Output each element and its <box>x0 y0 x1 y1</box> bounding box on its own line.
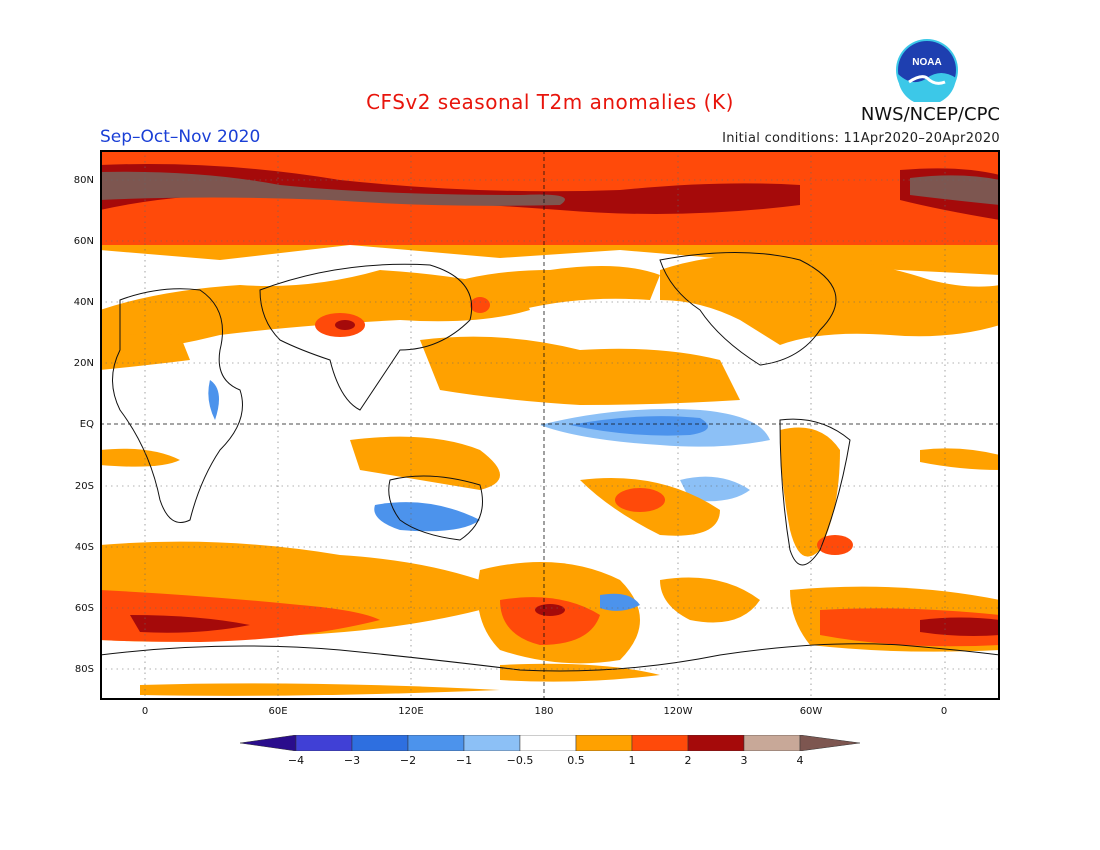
lon-label: 60E <box>268 706 288 717</box>
colorbar-label: −4 <box>287 754 305 767</box>
colorbar-swatch <box>240 735 297 751</box>
colorbar-label: −2 <box>399 754 417 767</box>
colorbar-swatch <box>295 735 353 751</box>
lon-label: 180 <box>534 706 554 717</box>
colorbar-swatch <box>743 735 801 751</box>
colorbar <box>240 735 860 751</box>
pacific-warm-region <box>100 333 740 405</box>
lon-label: 60W <box>799 706 823 717</box>
lon-label: 120W <box>663 706 693 717</box>
colorbar-label: 2 <box>684 754 692 767</box>
colorbar-label: 1 <box>628 754 636 767</box>
colorbar-swatch <box>407 735 465 751</box>
noaa-logo-text: NOAA <box>912 57 941 68</box>
arctic-anomaly-region <box>100 150 1000 275</box>
season-label: Sep–Oct–Nov 2020 <box>100 127 261 147</box>
lon-label: 120E <box>398 706 424 717</box>
lat-label: 60N <box>73 236 94 247</box>
lat-label: 80S <box>74 664 94 675</box>
colorbar-label: −1 <box>455 754 473 767</box>
lat-label: 40S <box>74 542 94 553</box>
agency-label: NWS/NCEP/CPC <box>860 104 1000 125</box>
coastlines <box>100 252 1000 672</box>
noaa-logo-icon: NOAA <box>896 39 958 102</box>
map-title: CFSv2 seasonal T2m anomalies (K) <box>366 90 734 114</box>
lat-label: 60S <box>74 603 94 614</box>
southern-ocean-anomaly-region <box>100 541 1000 696</box>
colorbar-swatch <box>631 735 689 751</box>
equatorial-pacific-cool-region <box>208 380 770 532</box>
colorbar-swatch <box>575 735 633 751</box>
anomaly-map <box>100 150 1000 700</box>
initial-conditions-label: Initial conditions: 11Apr2020–20Apr2020 <box>722 131 1000 146</box>
lat-label: 20N <box>73 358 94 369</box>
lon-label: 0 <box>141 706 149 717</box>
colorbar-label: 3 <box>740 754 748 767</box>
map-grid <box>100 150 1000 700</box>
lon-label: 0 <box>940 706 948 717</box>
colorbar-label: −3 <box>343 754 361 767</box>
lat-label: 40N <box>73 297 94 308</box>
lat-label: 80N <box>73 175 94 186</box>
colorbar-swatch <box>799 735 860 751</box>
colorbar-label: −0.5 <box>506 754 534 767</box>
northern-midlatitude-region <box>100 254 1000 355</box>
colorbar-swatch <box>687 735 745 751</box>
lat-label: 20S <box>74 481 94 492</box>
colorbar-swatch <box>463 735 521 751</box>
colorbar-swatch <box>351 735 409 751</box>
colorbar-swatch <box>519 735 577 751</box>
southern-tropics-warm-region <box>100 427 1000 557</box>
colorbar-label: 0.5 <box>567 754 585 767</box>
lat-label: EQ <box>79 419 94 430</box>
colorbar-label: 4 <box>796 754 804 767</box>
